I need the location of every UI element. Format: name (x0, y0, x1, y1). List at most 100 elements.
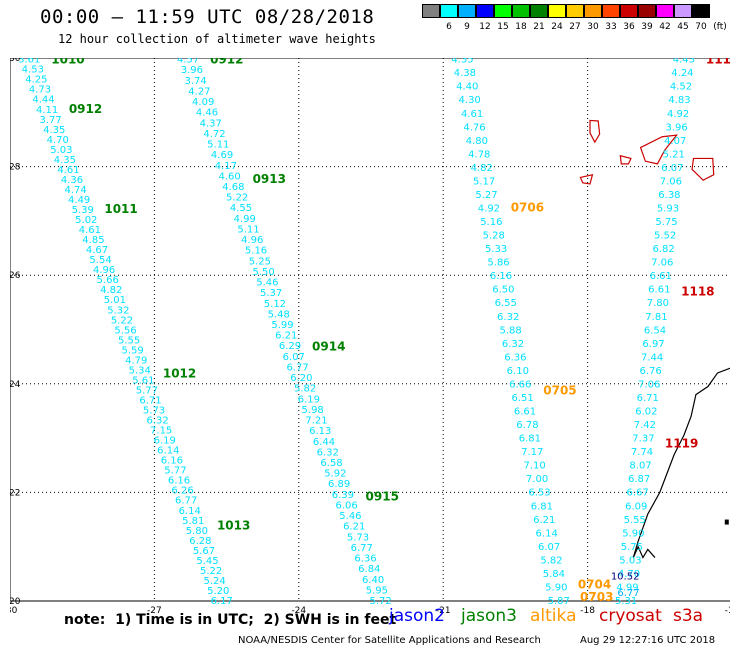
island-el-hierro (579, 173, 594, 185)
wave-height-value: 4.74 (64, 185, 86, 196)
scale-swatch (422, 4, 440, 18)
scale-label: 45 (677, 22, 689, 32)
wave-height-value: 7.44 (641, 352, 663, 363)
wave-height-value: 5.32 (107, 305, 129, 316)
scale-swatch (674, 4, 692, 18)
wave-height-value: 4.27 (188, 86, 210, 97)
wave-height-value: 7.06 (651, 258, 673, 269)
island-tenerife (639, 134, 679, 165)
wave-height-value: 6.19 (298, 394, 320, 405)
wave-height-value: 5.25 (249, 256, 271, 267)
wave-height-value: 5.34 (129, 365, 151, 376)
wave-height-value: 5.93 (657, 204, 679, 215)
wave-height-value: 4.73 (29, 85, 51, 96)
wave-height-value: 6.61 (648, 285, 670, 296)
wave-height-value: 5.28 (483, 231, 505, 242)
wave-height-value: 5.22 (200, 566, 222, 577)
scale-unit: (ft) (713, 22, 727, 32)
wave-height-value: 4.60 (218, 171, 240, 182)
pass-time-label: 1013 (217, 519, 250, 533)
wave-height-value: 4.72 (203, 129, 225, 140)
wave-height-value: 5.56 (114, 325, 136, 336)
credit-text: NOAA/NESDIS Center for Satellite Applica… (238, 635, 541, 646)
wave-height-value: 3.96 (666, 122, 688, 133)
wave-height-value: 6.20 (290, 373, 312, 384)
wave-height-value: 7.42 (634, 420, 656, 431)
wave-height-value: 4.96 (241, 235, 263, 246)
wave-height-value: 6.32 (497, 312, 519, 323)
wave-height-value: 5.81 (182, 516, 204, 527)
wave-height-value: 5.46 (339, 511, 361, 522)
wave-height-value: 4.43 (673, 58, 695, 66)
wave-height-value: 4.99 (234, 214, 256, 225)
lat-tick-label: 28 (10, 163, 21, 173)
wave-height-value: 4.09 (192, 97, 214, 108)
wave-height-value: 4.68 (222, 182, 244, 193)
scale-label: 27 (569, 22, 581, 32)
wave-height-value: 6.28 (189, 536, 211, 547)
pass-time-label: 0705 (543, 383, 576, 397)
scale-swatch (692, 4, 710, 18)
wave-height-value: 6.16 (161, 456, 183, 467)
wave-height-value: 6.61 (650, 271, 672, 282)
wave-height-value: 6.06 (336, 500, 358, 511)
wave-height-value: 6.82 (653, 244, 675, 255)
wave-height-value: 5.48 (268, 309, 290, 320)
wave-height-value: 5.88 (499, 325, 521, 336)
wave-height-value: 5.72 (369, 596, 391, 607)
wave-height-value: 5.75 (621, 542, 643, 553)
wave-height-value: 5.75 (655, 217, 677, 228)
wave-height-value: 5.80 (186, 526, 208, 537)
lon-tick-label: -24 (291, 606, 306, 616)
legend-cryosat: cryosat (599, 606, 662, 626)
wave-height-value: 6.02 (635, 407, 657, 418)
wave-height-value: 6.38 (658, 190, 680, 201)
wave-height-value: 3.61 (18, 58, 40, 66)
wave-height-value: 6.44 (313, 437, 335, 448)
pass-time-label: 1011 (104, 202, 137, 216)
wave-height-value: 6.32 (317, 447, 339, 458)
wave-height-value: 5.16 (480, 217, 502, 228)
wave-height-value: 6.77 (175, 496, 197, 507)
wave-height-value: 4.76 (463, 122, 485, 133)
lon-tick-label: -27 (147, 606, 162, 616)
wave-height-value: 6.71 (139, 395, 161, 406)
wave-height-value: 6.66 (509, 379, 531, 390)
wave-height-value: 6.14 (536, 528, 558, 539)
wave-height-value: 5.12 (264, 299, 286, 310)
wave-height-value: 4.57 (177, 58, 199, 66)
wave-height-value: 6.21 (533, 515, 555, 526)
wave-height-value: 4.70 (618, 569, 640, 580)
wave-height-value: 4.83 (668, 95, 690, 106)
wave-height-value: 4.96 (93, 265, 115, 276)
wave-height-value: 4.82 (100, 285, 122, 296)
wave-height-value: 6.81 (519, 434, 541, 445)
wave-height-value: 4.25 (25, 75, 47, 86)
wave-height-value: 5.22 (226, 193, 248, 204)
scale-label: 33 (605, 22, 617, 32)
wave-height-value: 6.32 (502, 339, 524, 350)
wave-height-value: 7.00 (526, 474, 548, 485)
wave-height-value: 4.46 (196, 108, 218, 119)
wave-height-value: 6.14 (179, 506, 201, 517)
wave-height-value: 5.31 (615, 596, 637, 607)
wave-height-value: 4.40 (456, 82, 478, 93)
wave-height-value: 6.21 (343, 522, 365, 533)
lat-tick-label: 24 (10, 380, 21, 390)
wave-height-value: 4.38 (454, 68, 476, 79)
generated-timestamp: Aug 29 12:27:16 UTC 2018 (580, 635, 716, 646)
pass-time-label: 0706 (511, 200, 544, 214)
lat-tick-label: 30 (10, 58, 21, 64)
wave-height-value: 4.61 (79, 225, 101, 236)
scale-label: 36 (623, 22, 635, 32)
scale-label: 30 (587, 22, 599, 32)
wave-height-value: 4.53 (22, 65, 44, 76)
wave-height-value: 7.10 (524, 461, 546, 472)
wave-height-value: 7.06 (660, 176, 682, 187)
wave-height-value: 5.95 (366, 585, 388, 596)
wave-height-value: 5.66 (97, 275, 119, 286)
wave-height-value: 5.61 (132, 375, 154, 386)
wave-height-value: 5.17 (473, 176, 495, 187)
wave-height-value: 4.35 (54, 155, 76, 166)
wave-height-value: 3.77 (40, 115, 62, 126)
